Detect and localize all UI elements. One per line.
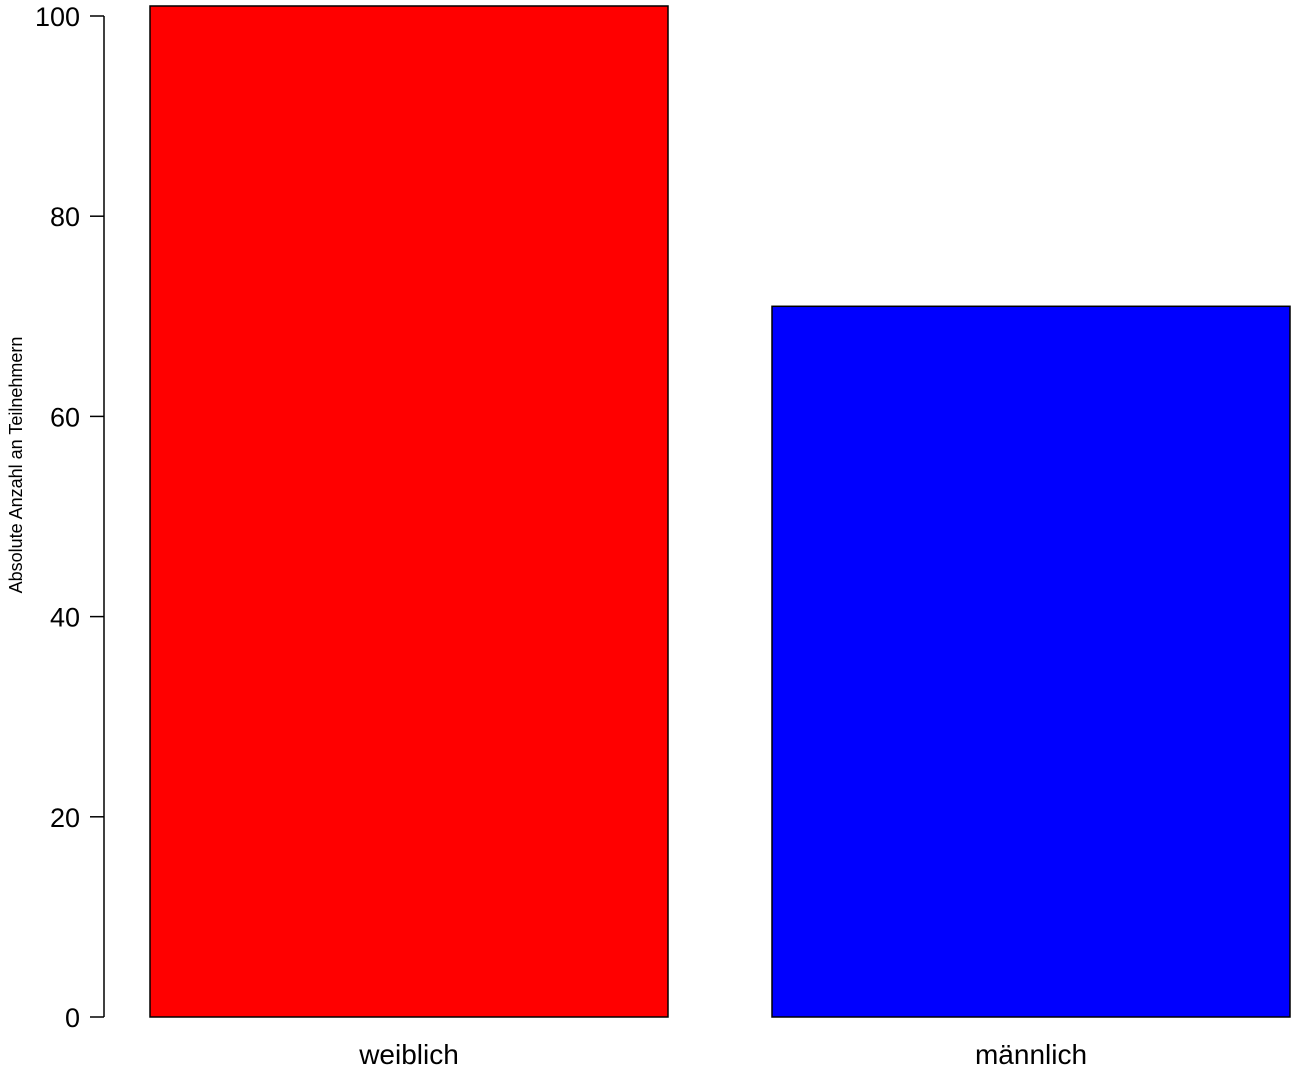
y-tick-label: 80 xyxy=(50,202,80,232)
bars xyxy=(149,5,1291,1018)
x-axis-labels: weiblich männlich xyxy=(358,1039,1087,1070)
y-tick-label: 0 xyxy=(65,1003,80,1033)
y-axis-title: Absolute Anzahl an Teilnehmern xyxy=(6,337,26,594)
y-tick-label: 60 xyxy=(50,402,80,432)
x-category-label: männlich xyxy=(975,1039,1087,1070)
bar-weiblich xyxy=(149,5,669,1018)
y-tick-label: 40 xyxy=(50,603,80,633)
y-axis: 0 20 40 60 80 100 xyxy=(35,2,105,1033)
y-tick-label: 20 xyxy=(50,803,80,833)
x-category-label: weiblich xyxy=(358,1039,459,1070)
y-tick-label: 100 xyxy=(35,2,80,32)
bar-maennlich xyxy=(771,305,1291,1018)
